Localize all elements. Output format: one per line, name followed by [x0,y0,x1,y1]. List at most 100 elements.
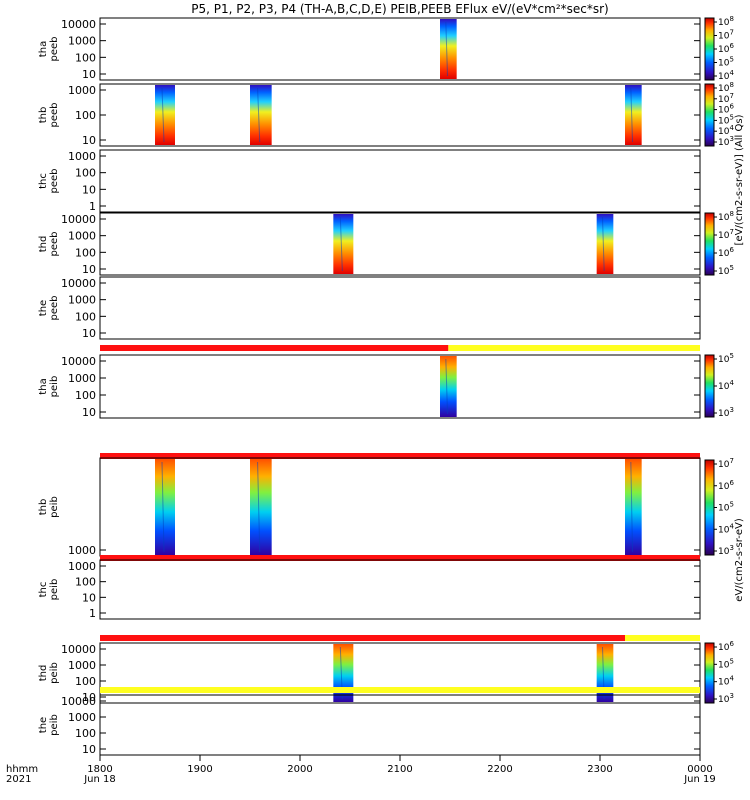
panel-frame [99,276,701,340]
burst-1 [250,459,272,555]
y-tick-label: 100 [75,246,96,259]
panel-ylabel: thepeib [38,714,60,736]
x-tick-label: 2200 [487,764,512,775]
y-tick-label: 100 [75,576,96,589]
colorbar-tick-label: 106 [718,640,734,653]
mode-bar-yellow-0 [100,687,700,693]
y-tick-label: 10 [82,68,96,81]
x-axis-label-year: 2021 [6,774,31,785]
x-tick-label: 0000 [687,764,712,775]
colorbar-tick-label: 107 [718,457,734,470]
colorbar-tick-label: 104 [718,522,734,535]
colorbar-tick-label: 108 [718,210,734,223]
y-tick-label: 1000 [68,84,96,97]
panel-frame [99,694,701,756]
y-tick-label: 10000 [61,277,96,290]
mode-bar-red-0 [100,345,449,351]
colorbar-tha-peib: 103 104 105 [704,352,734,419]
x-date-start: Jun 18 [83,774,116,785]
panel-thc-peib: 1 10 100 1000 thcpeib [38,555,701,620]
panel-ylabel: thdpeeb [38,232,60,257]
burst-0 [155,459,175,555]
burst-texture [257,461,261,553]
panel-frame [99,83,701,147]
x-tick-label: 2300 [587,764,612,775]
panel-ylabel: thbpeeb [38,103,60,128]
y-tick-label: 100 [75,109,96,122]
burst-0 [333,214,354,274]
y-tick-label: 100 [75,389,96,402]
colorbar-tick-label: 108 [718,15,734,28]
panel-frame [99,354,701,419]
mode-bar-yellow-1 [625,635,700,641]
colorbar-thd-peeb: 105 106 107 108 [704,210,734,277]
mode-bar-yellow-1 [448,345,700,351]
colorbar-tick-label: 103 [718,406,734,419]
panel-ylabel: thcpeeb [38,169,60,194]
burst-texture [445,21,448,77]
panels-group: 10100100010000thapeeb101001000thbpeeb110… [38,17,701,756]
y-tick-label: 10 [82,691,96,704]
burst-0 [333,644,354,702]
colorbar-gradient [704,354,715,418]
burst-0 [440,356,457,417]
panel-frame [99,559,701,620]
mode-bar-red-0 [100,555,700,561]
burst-texture [161,461,165,553]
colorbar-tick-label: 105 [718,501,734,514]
x-tick-labels: 1800 1900 2000 2100 2200 2300 0000 [87,755,713,775]
x-date-end: Jun 19 [683,774,716,785]
colorbar-thb-peib: 103 104 105 106 107 [704,457,734,557]
y-tick-label: 100 [75,675,96,688]
colorbar-tick-label: 104 [718,675,734,688]
y-tick-label: 1 [89,200,96,213]
y-tick-label: 10 [82,134,96,147]
colorbar-tick-label: 104 [718,69,734,82]
burst-1 [596,214,614,274]
y-tick-label: 1000 [68,35,96,48]
panel-ylabel: thdpeib [38,662,60,684]
colorbar-tick-label: 107 [718,228,734,241]
y-tick-label: 10000 [61,643,96,656]
burst-2 [625,85,642,145]
x-tick-label: 1900 [187,764,212,775]
panel-thc-peeb: 1 10 100 1000 thcpeeb [38,149,701,213]
y-tick-label: 10 [82,743,96,756]
colorbar-tick-label: 103 [718,135,734,148]
colorbar-tick-label: 108 [718,81,734,94]
burst-2 [625,459,642,555]
burst-1 [596,644,614,702]
x-tick-label: 2100 [387,764,412,775]
colorbar-tick-label: 105 [718,352,734,365]
colorbar-label-peeb: [eV/(cm2-s-sr-eV)] (All Qs) [734,114,745,245]
colorbar-tick-label: 104 [718,124,734,137]
y-tick-label: 1000 [68,230,96,243]
panel-thb-peib: 1000 thbpeib [38,453,701,557]
y-tick-label: 10000 [61,355,96,368]
colorbar-thd-peib: 103 104 105 106 [704,640,734,705]
panel-frame [99,149,701,213]
y-tick-label: 1000 [68,372,96,385]
burst-texture [630,461,633,553]
colorbar-tick-label: 103 [718,544,734,557]
panel-ylabel: thapeib [38,376,60,398]
mode-bar-red-0 [100,635,625,641]
colorbars-group: 1041051061071081031041051061071081051061… [704,15,734,705]
panel-frame [99,212,701,276]
y-tick-label: 10 [82,406,96,419]
panel-ylabel: thbpeib [38,496,60,518]
y-tick-label: 100 [75,727,96,740]
y-tick-label: 10 [82,183,96,196]
y-tick-label: 1000 [68,560,96,573]
x-tick-label: 1800 [87,764,112,775]
y-tick-label: 100 [75,167,96,180]
colorbar-tick-label: 107 [718,29,734,42]
colorbar-label-peib: eV/(cm2-s-sr-eV) [734,518,745,602]
